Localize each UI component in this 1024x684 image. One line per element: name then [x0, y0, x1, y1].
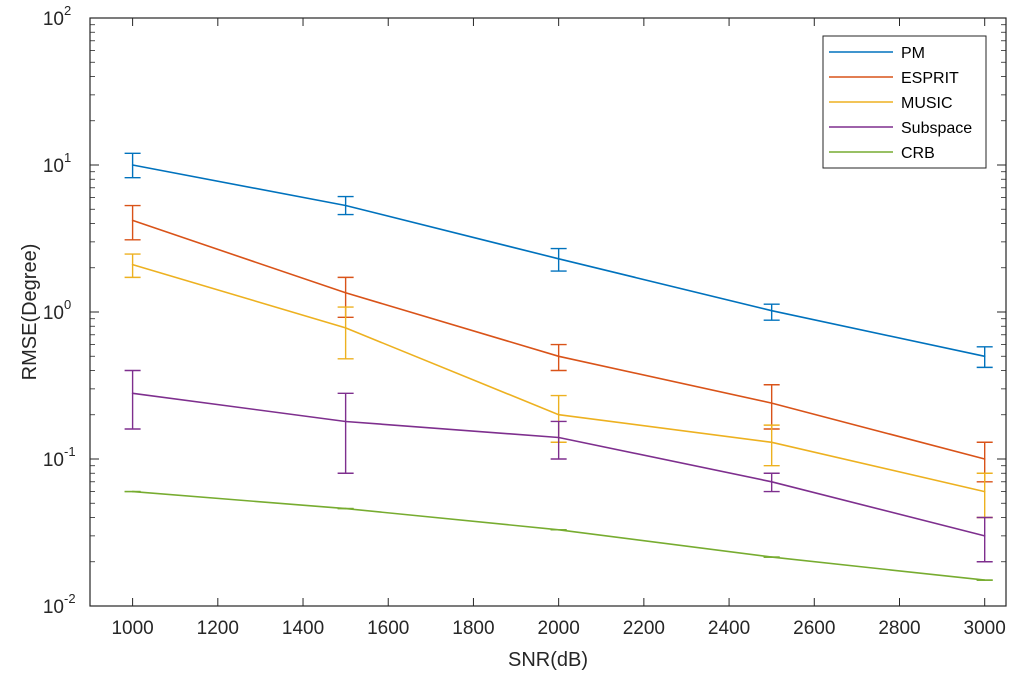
legend-label-pm: PM — [901, 45, 925, 62]
data-point-subspace — [983, 535, 986, 537]
data-point-subspace — [344, 420, 347, 423]
data-point-crb — [770, 556, 773, 558]
data-point-music — [344, 327, 347, 329]
x-axis-label: SNR(dB) — [508, 649, 588, 671]
data-point-esprit — [983, 458, 986, 460]
data-point-pm — [344, 204, 347, 207]
x-axis-ticks: 1000 1200 1400 1600 1800 2000 2200 2400 2600 2800… — [111, 18, 1006, 639]
series-layer — [124, 152, 993, 581]
y-tick-exponent: 2 — [64, 3, 71, 18]
x-tick-label: 2800 — [878, 618, 920, 639]
x-tick-label: 1000 — [111, 618, 153, 639]
y-tick-label: 10 — [43, 597, 64, 618]
data-point-subspace — [770, 480, 773, 483]
x-tick-label: 1600 — [367, 618, 409, 639]
data-point-esprit — [344, 292, 347, 294]
data-point-music — [983, 490, 986, 493]
legend-label-crb: CRB — [901, 145, 935, 162]
data-point-music — [557, 413, 560, 416]
data-point-subspace — [131, 392, 134, 395]
x-tick-label: 2200 — [623, 618, 665, 639]
data-point-crb — [557, 528, 560, 531]
y-tick-exponent: -2 — [64, 591, 76, 606]
y-tick-exponent: -1 — [64, 444, 76, 459]
x-tick-label: 2000 — [538, 618, 580, 639]
data-point-subspace — [557, 436, 560, 439]
x-tick-label: 1800 — [452, 618, 494, 639]
legend-label-music: MUSIC — [901, 95, 953, 112]
legend-label-esprit: ESPRIT — [901, 70, 959, 87]
data-point-crb — [983, 579, 986, 581]
y-tick-label: 10 — [43, 9, 64, 30]
legend: PM ESPRIT MUSIC Subspace CRB — [822, 35, 987, 169]
data-point-music — [770, 441, 773, 444]
series-pm — [124, 152, 993, 369]
data-point-pm — [770, 309, 773, 312]
x-tick-label: 3000 — [964, 618, 1006, 639]
y-tick-label: 10 — [43, 156, 64, 177]
series-crb — [124, 490, 993, 581]
data-point-esprit — [557, 355, 560, 358]
data-point-crb — [131, 490, 134, 493]
x-tick-label: 2400 — [708, 618, 750, 639]
x-tick-label: 2600 — [793, 618, 835, 639]
series-subspace — [124, 369, 993, 563]
y-tick-label: 10 — [43, 450, 64, 471]
x-tick-label: 1400 — [282, 618, 324, 639]
y-tick-label: 10 — [43, 303, 64, 324]
y-tick-exponent: 0 — [64, 297, 71, 312]
data-point-pm — [131, 164, 134, 166]
data-point-esprit — [131, 219, 134, 222]
data-point-pm — [557, 258, 560, 260]
data-point-crb — [344, 507, 347, 510]
data-point-esprit — [770, 402, 773, 404]
x-tick-label: 1200 — [197, 618, 239, 639]
y-tick-exponent: 1 — [64, 150, 71, 165]
data-point-pm — [983, 355, 986, 358]
data-point-music — [131, 263, 134, 266]
legend-label-subspace: Subspace — [901, 120, 972, 137]
y-axis-label: RMSE(Degree) — [19, 244, 41, 381]
